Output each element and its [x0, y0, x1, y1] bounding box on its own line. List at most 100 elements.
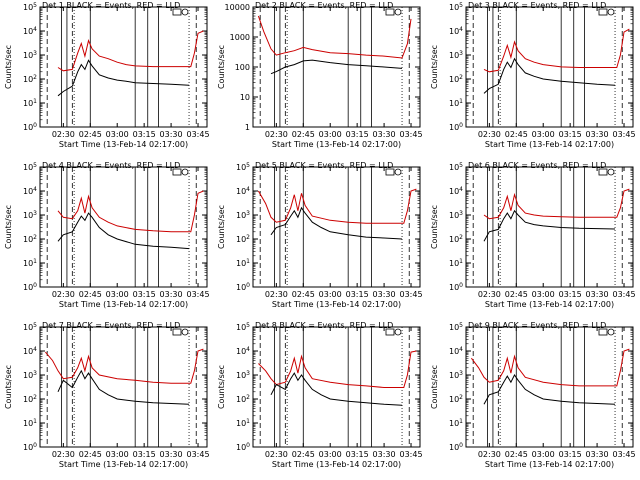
y-tick-label: 105: [236, 162, 250, 172]
y-tick-label: 102: [236, 394, 250, 404]
y-tick-label: 100: [23, 442, 37, 452]
x-tick-label: 03:45: [399, 290, 422, 299]
chart-svg-4: 100 101 102 103 104 105 02:30 02:45 03:00 03:15 03…: [4, 161, 210, 309]
chart-panel-7: 100 101 102 103 104 105 02:30 02:45 03:00 03:15 03…: [0, 320, 213, 480]
legend-box: [598, 8, 608, 16]
x-tick-label: 03:45: [186, 130, 209, 139]
x-tick-label: 03:00: [106, 130, 129, 139]
x-axis-label: Start Time (13-Feb-14 02:17:00): [59, 140, 188, 149]
x-tick-label: 03:45: [612, 290, 635, 299]
x-tick-label: 03:30: [586, 290, 609, 299]
series-events-line: [57, 369, 190, 405]
y-tick-label: 103: [23, 50, 37, 60]
x-tick-label: 03:00: [532, 290, 555, 299]
chart-title: Det 5 BLACK = Events, RED = LLD: [255, 161, 393, 170]
x-axis-label: Start Time (13-Feb-14 02:17:00): [272, 460, 401, 469]
x-tick-label: 03:30: [586, 130, 609, 139]
y-tick-label: 101: [236, 418, 250, 428]
y-tick-label: 104: [449, 186, 463, 196]
y-tick-label: 104: [236, 346, 250, 356]
plot-frame: [39, 326, 208, 448]
legend-box: [172, 328, 182, 336]
legend-marker: [607, 8, 615, 16]
y-axis-label: Counts/sec: [430, 365, 439, 409]
y-tick-label: 105: [449, 162, 463, 172]
chart-svg-7: 100 101 102 103 104 105 02:30 02:45 03:00 03:15 03…: [4, 321, 210, 469]
x-tick-label: 03:00: [532, 450, 555, 459]
legend-box: [598, 328, 608, 336]
y-tick-label: 100: [449, 442, 463, 452]
series-lld-line: [45, 348, 204, 384]
x-axis-label: Start Time (13-Feb-14 02:17:00): [485, 140, 614, 149]
series-events-line: [57, 59, 190, 97]
plot-frame: [465, 6, 634, 128]
x-tick-label: 02:30: [52, 450, 75, 459]
x-tick-label: 02:30: [478, 290, 501, 299]
y-tick-label: 1000: [230, 33, 250, 42]
chart-title: Det 6 BLACK = Events, RED = LLD: [468, 161, 606, 170]
x-tick-label: 02:30: [478, 130, 501, 139]
y-tick-label: 100: [23, 122, 37, 132]
y-tick-label: 103: [23, 370, 37, 380]
y-tick-label: 10: [240, 93, 250, 102]
x-axis-label: Start Time (13-Feb-14 02:17:00): [485, 300, 614, 309]
y-tick-label: 101: [449, 258, 463, 268]
chart-title: Det 8 BLACK = Events, RED = LLD: [255, 321, 393, 330]
chart-panel-6: 100 101 102 103 104 105 02:30 02:45 03:00 03:15 03…: [426, 160, 639, 320]
y-tick-label: 100: [23, 282, 37, 292]
x-tick-label: 03:00: [106, 450, 129, 459]
y-tick-label: 101: [23, 418, 37, 428]
legend-marker: [394, 168, 402, 176]
y-tick-label: 10000: [225, 3, 250, 12]
x-axis-label: Start Time (13-Feb-14 02:17:00): [59, 300, 188, 309]
y-tick-label: 101: [236, 258, 250, 268]
x-tick-label: 02:30: [478, 450, 501, 459]
x-tick-label: 03:15: [346, 290, 369, 299]
x-tick-label: 03:45: [186, 290, 209, 299]
x-tick-label: 02:30: [265, 450, 288, 459]
y-axis-label: Counts/sec: [217, 205, 226, 249]
x-tick-label: 03:00: [319, 450, 342, 459]
plot-frame: [39, 6, 208, 128]
y-tick-label: 104: [23, 186, 37, 196]
legend-marker: [181, 328, 189, 336]
plot-frame: [252, 166, 421, 288]
series-events-line: [483, 57, 616, 94]
x-tick-label: 02:45: [505, 130, 528, 139]
x-tick-label: 03:45: [399, 130, 422, 139]
x-tick-label: 03:30: [586, 450, 609, 459]
x-tick-label: 03:00: [106, 290, 129, 299]
y-tick-label: 103: [449, 370, 463, 380]
x-tick-label: 03:15: [133, 130, 156, 139]
series-events-line: [483, 374, 616, 405]
series-lld-line: [471, 348, 630, 387]
y-tick-label: 100: [449, 282, 463, 292]
chart-panel-4: 100 101 102 103 104 105 02:30 02:45 03:00 03:15 03…: [0, 160, 213, 320]
chart-title: Det 2 BLACK = Events, RED = LLD: [255, 1, 393, 10]
legend-box: [172, 168, 182, 176]
y-tick-label: 101: [23, 258, 37, 268]
x-tick-label: 03:15: [133, 450, 156, 459]
legend-marker: [181, 168, 189, 176]
y-tick-label: 103: [236, 370, 250, 380]
chart-svg-2: 1 10 100 1000 10000 02:30 02:45 03:00 03:15 03:30…: [217, 1, 423, 149]
y-tick-label: 105: [23, 2, 37, 12]
chart-svg-8: 100 101 102 103 104 105 02:30 02:45 03:00 03:15 03…: [217, 321, 423, 469]
chart-panel-9: 100 101 102 103 104 105 02:30 02:45 03:00 03:15 03…: [426, 320, 639, 480]
x-tick-label: 03:15: [346, 450, 369, 459]
chart-title: Det 4 BLACK = Events, RED = LLD: [42, 161, 180, 170]
series-lld-line: [483, 28, 630, 73]
x-tick-label: 02:45: [79, 450, 102, 459]
legend-box: [385, 168, 395, 176]
y-axis-label: Counts/sec: [430, 45, 439, 89]
plot-frame: [252, 326, 421, 448]
y-tick-label: 105: [23, 162, 37, 172]
x-axis-label: Start Time (13-Feb-14 02:17:00): [272, 140, 401, 149]
series-events-line: [270, 206, 403, 240]
y-tick-label: 104: [23, 346, 37, 356]
y-tick-label: 101: [449, 98, 463, 108]
chart-svg-9: 100 101 102 103 104 105 02:30 02:45 03:00 03:15 03…: [430, 321, 636, 469]
series-lld-line: [57, 190, 204, 233]
x-tick-label: 02:45: [292, 130, 315, 139]
y-tick-label: 100: [235, 63, 250, 72]
